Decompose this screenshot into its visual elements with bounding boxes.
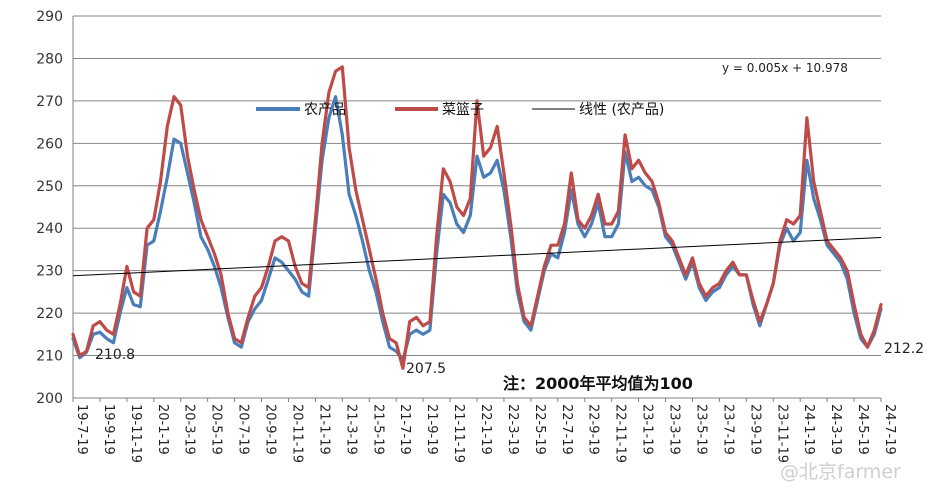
- legend-label-basket: 菜篮子: [442, 102, 484, 118]
- x-tick-label: 19-7-19: [74, 404, 89, 455]
- y-tick-label: 290: [36, 9, 63, 25]
- x-axis-labels: 19-7-19 19-9-19 19-11-19 20-1-19 20-3-19 20-5…: [72, 398, 897, 463]
- x-tick-label: 20-1-19: [155, 404, 170, 455]
- x-tick-label: 24-7-19: [882, 404, 897, 455]
- grid-lines: [73, 15, 881, 399]
- x-tick-label: 22-7-19: [559, 404, 574, 455]
- x-tick-label: 21-7-19: [397, 404, 412, 455]
- x-tick-label: 23-1-19: [640, 404, 655, 455]
- x-tick-label: 19-11-19: [128, 404, 143, 463]
- annotation-start: 210.8: [95, 347, 135, 363]
- x-tick-label: 21-3-19: [343, 404, 358, 455]
- x-tick-label: 24-5-19: [855, 404, 870, 455]
- y-tick-label: 230: [36, 264, 63, 280]
- x-tick-label: 21-1-19: [316, 404, 331, 455]
- watermark: @北京farmer: [780, 461, 901, 483]
- x-tick-label: 23-5-19: [693, 404, 708, 455]
- x-tick-label: 23-9-19: [747, 404, 762, 455]
- series-layer: [71, 65, 883, 370]
- x-tick-label: 22-5-19: [532, 404, 547, 455]
- trend-line: [72, 237, 882, 277]
- y-tick-label: 250: [36, 179, 63, 195]
- legend-label-trend: 线性 (农产品): [579, 102, 664, 118]
- x-tick-label: 23-3-19: [667, 404, 682, 455]
- x-tick-label: 21-9-19: [424, 404, 439, 455]
- y-tick-label: 200: [36, 391, 63, 407]
- annotation-low: 207.5: [406, 361, 446, 377]
- x-tick-label: 21-5-19: [370, 404, 385, 455]
- legend-label-agri: 农产品: [304, 102, 346, 118]
- x-tick-label: 22-11-19: [613, 404, 628, 463]
- x-tick-label: 20-5-19: [209, 404, 224, 455]
- y-tick-label: 240: [36, 221, 63, 237]
- y-tick-label: 270: [36, 94, 63, 110]
- x-tick-label: 24-1-19: [801, 404, 816, 455]
- x-tick-label: 21-11-19: [451, 404, 466, 463]
- x-tick-label: 20-11-19: [289, 404, 304, 463]
- y-tick-label: 260: [36, 136, 63, 152]
- y-tick-label: 280: [36, 51, 63, 67]
- x-tick-label: 22-3-19: [505, 404, 520, 455]
- chart-note: 注：2000年平均值为100: [503, 374, 693, 393]
- x-tick-label: 20-3-19: [182, 404, 197, 455]
- x-tick-label: 19-9-19: [101, 404, 116, 455]
- trend-equation: y = 0.005x + 10.978: [722, 61, 848, 75]
- x-tick-label: 20-7-19: [236, 404, 251, 455]
- x-tick-label: 23-7-19: [720, 404, 735, 455]
- annotation-end: 212.2: [884, 341, 924, 357]
- y-axis-labels: 200 210 220 230 240 250 260 270 280 290: [36, 9, 63, 407]
- y-tick-label: 210: [36, 349, 63, 365]
- x-tick-label: 20-9-19: [263, 404, 278, 455]
- x-tick-label: 22-1-19: [478, 404, 493, 455]
- x-tick-label: 24-3-19: [828, 404, 843, 455]
- y-tick-label: 220: [36, 306, 63, 322]
- series-line-basket: [71, 65, 883, 370]
- x-tick-label: 23-11-19: [774, 404, 789, 463]
- legend: 农产品 菜篮子 线性 (农产品): [256, 102, 664, 118]
- x-tick-label: 22-9-19: [586, 404, 601, 455]
